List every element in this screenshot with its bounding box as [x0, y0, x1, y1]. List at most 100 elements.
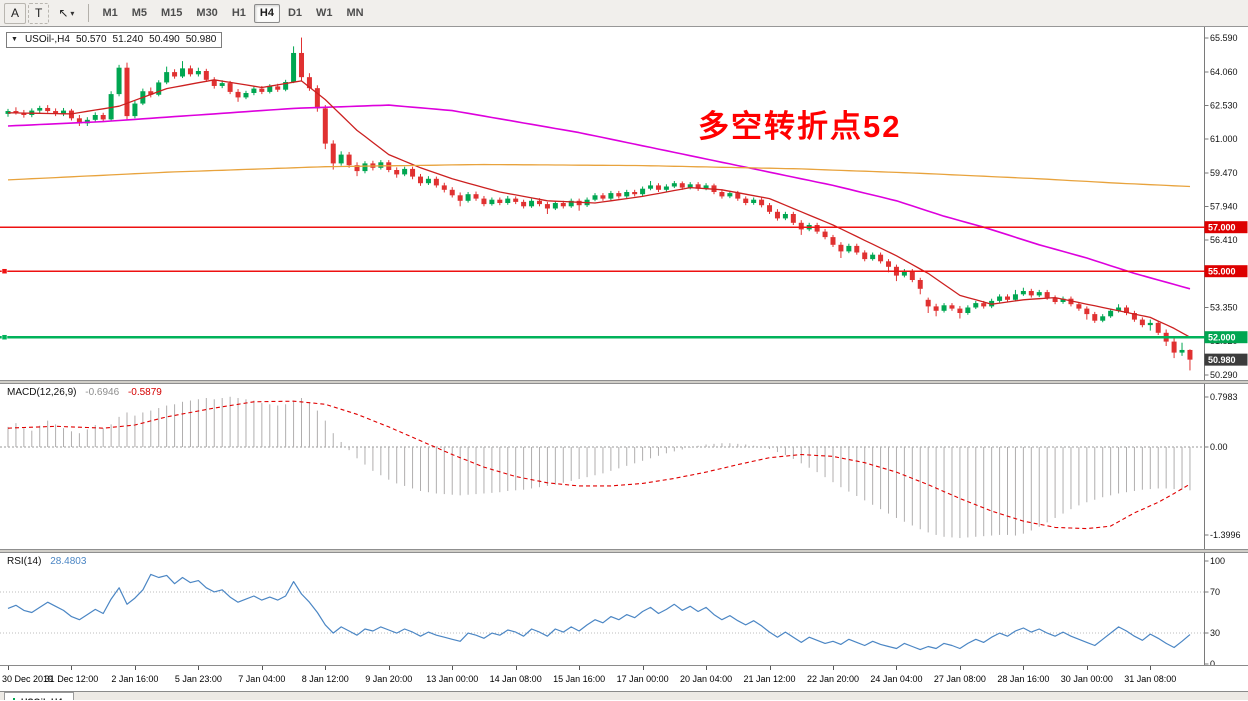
candle-body [822, 231, 828, 238]
timeframe-button-m5[interactable]: M5 [126, 4, 153, 23]
chart-tab[interactable]: USOil-,H4 [4, 692, 74, 700]
candle-body [1060, 298, 1066, 302]
candle-body [648, 185, 654, 189]
timeframe-button-m30[interactable]: M30 [190, 4, 223, 23]
candle-body [624, 192, 630, 197]
time-label: 20 Jan 04:00 [680, 674, 733, 684]
timeframe-button-m1[interactable]: M1 [96, 4, 123, 23]
cursor-tool-dropdown[interactable]: ↖ ▾ [51, 3, 81, 24]
candle-body [933, 306, 939, 311]
candle-body [187, 68, 193, 75]
candle-body [973, 303, 979, 308]
time-label: 22 Jan 20:00 [806, 674, 860, 684]
candle-body [838, 244, 844, 252]
macd-name: MACD(12,26,9) [7, 387, 77, 398]
candle-body [687, 184, 693, 188]
candle-body [37, 107, 43, 111]
candle-body [1020, 291, 1026, 295]
candle-body [338, 154, 344, 164]
timeframe-button-d1[interactable]: D1 [282, 4, 308, 23]
candle-body [1139, 319, 1145, 326]
candle-body [203, 71, 209, 80]
candle-body [1108, 310, 1114, 317]
candle-body [346, 154, 352, 166]
candle-body [330, 143, 336, 164]
pane-divider-macd[interactable] [0, 380, 1248, 384]
ma-magenta-line[interactable] [7, 104, 1191, 290]
axis-label: 53.350 [1210, 303, 1238, 313]
ma-orange-line[interactable] [7, 163, 1191, 188]
macd-signal-line [7, 400, 1191, 530]
timeframe-button-m15[interactable]: M15 [155, 4, 188, 23]
candle-body [957, 308, 963, 313]
candle-body [243, 93, 249, 98]
chart-tab-label: USOil-,H4 [21, 697, 63, 700]
candle-body [544, 204, 550, 209]
pane-divider-rsi[interactable] [0, 549, 1248, 553]
candle-body [235, 91, 241, 98]
time-label: 30 Jan 00:00 [1060, 674, 1113, 684]
time-label: 28 Jan 16:00 [997, 674, 1050, 684]
rsi-canvas[interactable]: 100 70 30 0 [0, 553, 1248, 665]
time-label: 9 Jan 20:00 [365, 674, 413, 684]
hline-handle-52[interactable] [1, 334, 8, 340]
candle-body [655, 185, 661, 190]
candle-body [774, 211, 780, 219]
time-axis: 30 Dec 2019 31 Dec 12:00 2 Jan 16:00 5 Jan … [0, 665, 1248, 691]
candle-body [782, 214, 788, 219]
candle-body [21, 112, 27, 115]
candle-body [529, 200, 535, 207]
time-tick [1086, 666, 1088, 670]
axis-label: 0.00 [1210, 442, 1228, 452]
candle-body [306, 77, 312, 89]
time-tick [325, 666, 327, 670]
time-tick [71, 666, 73, 670]
time-tick [706, 666, 708, 670]
axis-label: 59.470 [1210, 168, 1238, 178]
candle-body [362, 163, 368, 172]
time-label: 30 Dec 2019 [2, 674, 54, 684]
time-label: 5 Jan 23:00 [174, 674, 222, 684]
candle-body [53, 111, 59, 114]
candle-body [536, 200, 542, 205]
ma-red-line[interactable] [7, 79, 1191, 338]
price-chart-pane[interactable]: 65.590 64.060 62.530 61.000 59.470 57.940 56.4… [0, 27, 1248, 380]
timeframe-button-h1[interactable]: H1 [226, 4, 252, 23]
axis-label: 0.7983 [1210, 392, 1238, 402]
timeframe-button-w1[interactable]: W1 [310, 4, 339, 23]
macd-indicator-pane[interactable]: 0.7983 0.00 -1.3996 MACD(12,26,9) -0.6946 … [0, 384, 1248, 549]
time-label: 15 Jan 16:00 [553, 674, 606, 684]
candle-body [560, 203, 566, 207]
candle-body [1012, 294, 1018, 300]
annotation-text[interactable]: 多空转折点52 [698, 109, 902, 144]
arrow-text-tool-button[interactable]: A [4, 2, 27, 24]
time-tick [1150, 666, 1152, 670]
price-chart-canvas[interactable]: 65.590 64.060 62.530 61.000 59.470 57.940 56.4… [0, 27, 1248, 380]
timeframe-button-h4[interactable]: H4 [253, 3, 280, 23]
time-tick [896, 666, 898, 670]
candle-body [164, 72, 170, 83]
candle-body [917, 280, 923, 289]
candle-body [1187, 349, 1193, 360]
axis-label: 64.060 [1210, 67, 1238, 77]
candle-body [735, 193, 741, 199]
candle-body [1147, 322, 1153, 326]
candle-body [378, 162, 384, 168]
candle-body [846, 245, 852, 252]
time-label: 13 Jan 00:00 [426, 674, 479, 684]
candle-body [790, 214, 796, 223]
macd-canvas[interactable]: 0.7983 0.00 -1.3996 [0, 384, 1248, 549]
rsi-indicator-pane[interactable]: 100 70 30 0 RSI(14) 28.4803 [0, 553, 1248, 665]
timeframe-button-mn[interactable]: MN [341, 4, 370, 23]
candle-body [45, 107, 51, 112]
candle-body [1116, 307, 1122, 311]
candle-body [814, 225, 820, 232]
time-label: 21 Jan 12:00 [743, 674, 796, 684]
hline-handle-55[interactable] [1, 268, 8, 274]
candle-body [441, 185, 447, 190]
text-tool-button[interactable]: T [28, 2, 50, 24]
candle-body [481, 198, 487, 205]
candle-body [600, 195, 606, 199]
candle-body [1044, 292, 1050, 298]
candle-body [640, 188, 646, 195]
